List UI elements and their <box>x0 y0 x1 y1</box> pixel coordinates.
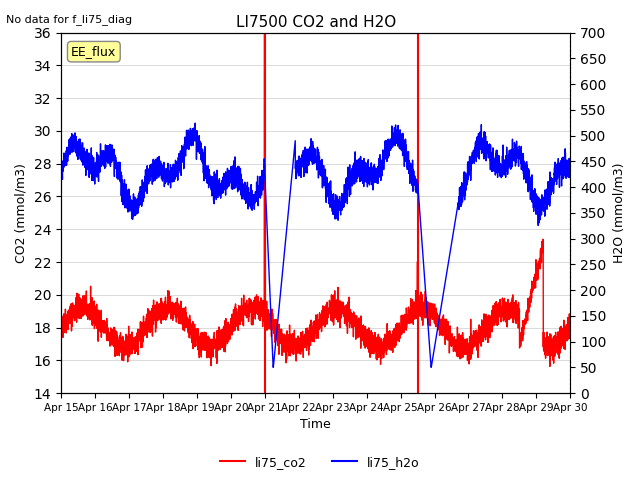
Text: No data for f_li75_diag: No data for f_li75_diag <box>6 14 132 25</box>
Y-axis label: CO2 (mmol/m3): CO2 (mmol/m3) <box>15 163 28 263</box>
X-axis label: Time: Time <box>300 419 331 432</box>
Text: EE_flux: EE_flux <box>71 45 116 58</box>
Legend: li75_co2, li75_h2o: li75_co2, li75_h2o <box>215 451 425 474</box>
Y-axis label: H2O (mmol/m3): H2O (mmol/m3) <box>612 163 625 263</box>
Title: LI7500 CO2 and H2O: LI7500 CO2 and H2O <box>236 15 396 30</box>
